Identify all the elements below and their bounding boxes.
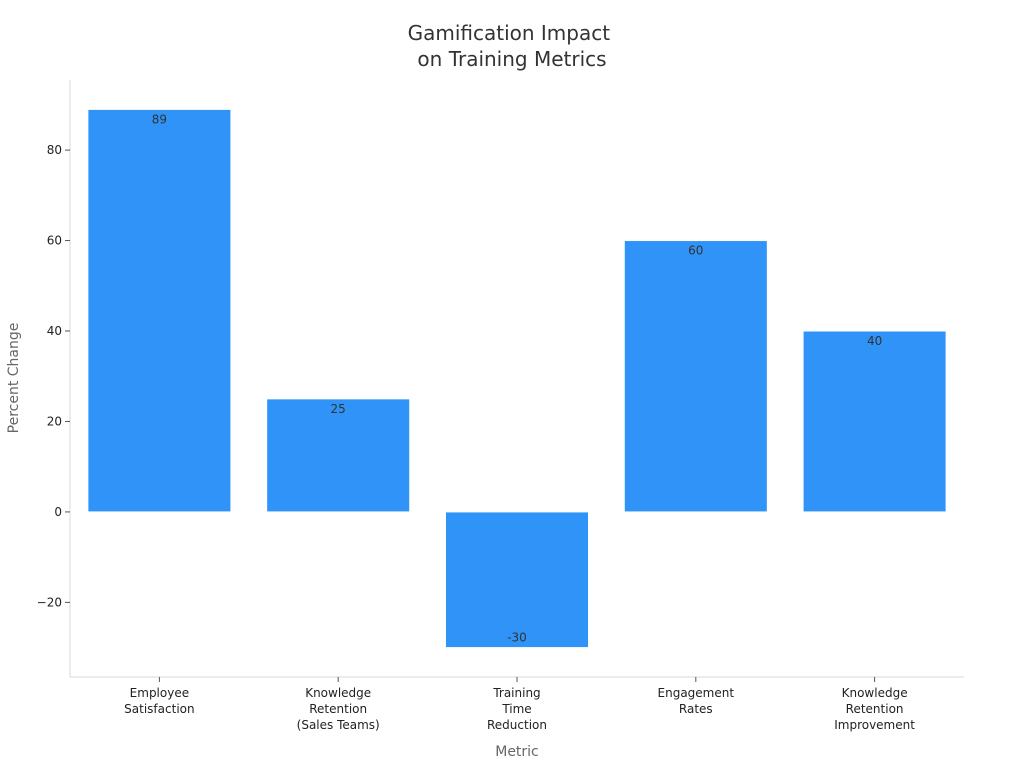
y-tick-label: 60	[47, 234, 62, 248]
x-tick-label-line: Satisfaction	[124, 702, 194, 716]
chart-title-line-1: Gamification Impact	[408, 21, 611, 45]
x-tick-label-line: Time	[501, 702, 531, 716]
x-tick-label-line: Engagement	[658, 686, 735, 700]
x-tick-label-line: Employee	[130, 686, 189, 700]
data-label: 25	[331, 402, 346, 416]
data-label: 40	[867, 334, 882, 348]
x-tick-label: Training Time Reduction	[487, 686, 547, 732]
bar	[444, 511, 590, 649]
y-tick-label: −20	[37, 595, 62, 609]
data-label: 89	[152, 112, 167, 126]
x-tick-label-line: Training	[492, 686, 540, 700]
y-tick-label: 0	[54, 505, 62, 519]
bar	[266, 398, 411, 513]
x-tick-label-line: Rates	[679, 702, 713, 716]
x-tick-label: Engagement Rates	[658, 686, 735, 716]
plot-area: −20 0 20 40 60 80 89 Employee Satisfaction 25 Know…	[37, 80, 964, 732]
bar	[623, 240, 768, 513]
bar	[802, 330, 947, 513]
data-label: 60	[688, 244, 703, 258]
bar	[87, 108, 232, 513]
x-tick-label: Knowledge Retention Improvement	[834, 686, 915, 732]
x-tick-label-line: Retention	[846, 702, 904, 716]
x-tick-label-line: Retention	[309, 702, 367, 716]
x-tick-label-line: (Sales Teams)	[297, 718, 380, 732]
chart-title-line-2: on Training Metrics	[417, 47, 606, 71]
chart-title: Gamification Impact on Training Metrics	[408, 21, 617, 71]
x-tick-label: Knowledge Retention (Sales Teams)	[297, 686, 380, 732]
y-tick-label: 20	[47, 414, 62, 428]
x-tick-label-line: Improvement	[834, 718, 915, 732]
data-label: -30	[507, 631, 527, 645]
y-axis-label: Percent Change	[6, 323, 22, 434]
x-axis-label: Metric	[495, 744, 539, 760]
x-tick-label-line: Knowledge	[842, 686, 908, 700]
y-tick-label: 80	[47, 143, 62, 157]
x-tick-label: Employee Satisfaction	[124, 686, 194, 716]
y-tick-label: 40	[47, 324, 62, 338]
x-tick-label-line: Reduction	[487, 718, 547, 732]
x-tick-label-line: Knowledge	[305, 686, 371, 700]
